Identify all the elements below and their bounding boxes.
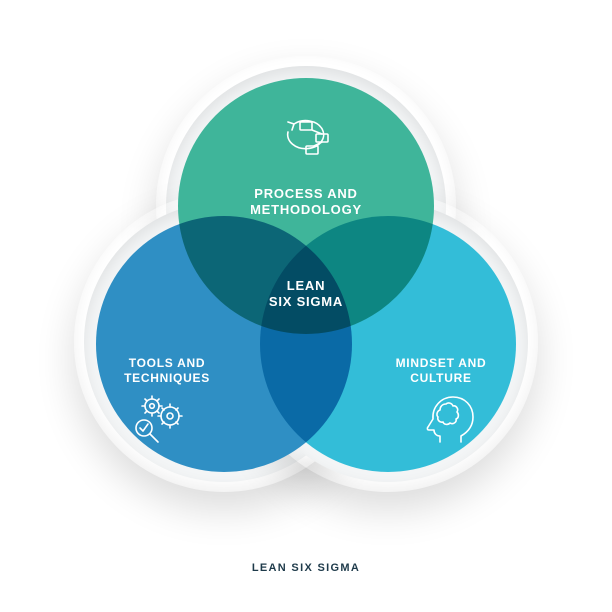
head-brain-icon (416, 386, 480, 450)
label-mindset: MINDSET AND CULTURE (366, 356, 516, 386)
venn-diagram: PROCESS AND METHODOLOGY TOOLS AND TECHNI… (96, 72, 516, 492)
label-line: METHODOLOGY (231, 202, 381, 218)
label-line: TOOLS AND (92, 356, 242, 371)
label-tools: TOOLS AND TECHNIQUES (92, 356, 242, 386)
flowchart-loop-icon (274, 112, 338, 176)
label-line: LEAN (231, 278, 381, 294)
label-line: CULTURE (366, 371, 516, 386)
label-process: PROCESS AND METHODOLOGY (231, 186, 381, 219)
diagram-caption: LEAN SIX SIGMA (0, 562, 612, 574)
gears-magnifier-icon (126, 386, 190, 450)
label-line: TECHNIQUES (92, 371, 242, 386)
label-line: PROCESS AND (231, 186, 381, 202)
label-center: LEAN SIX SIGMA (231, 278, 381, 311)
label-line: SIX SIGMA (231, 294, 381, 310)
label-line: MINDSET AND (366, 356, 516, 371)
